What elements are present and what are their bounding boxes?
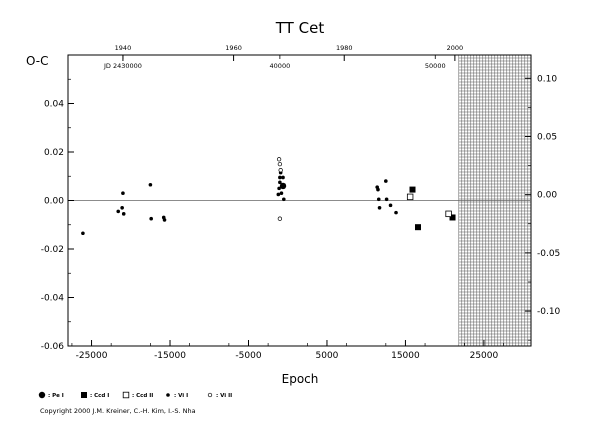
data-point (277, 161, 283, 167)
data-point (279, 191, 284, 196)
legend-label: : Pe I (48, 393, 64, 399)
data-point (282, 197, 286, 202)
y-tick-label: -0.02 (41, 245, 64, 255)
data-point (279, 182, 287, 190)
data-point (384, 197, 389, 202)
x-tick-label: -5000 (235, 351, 261, 361)
data-point (278, 180, 282, 185)
data-point (277, 216, 283, 221)
year-label: 1940 (115, 44, 132, 52)
legend-label: : Vi II (216, 393, 232, 399)
y2-tick-label: 0.10 (537, 74, 557, 84)
legend-label: : Ccd II (132, 393, 153, 399)
year-label: 2000 (447, 44, 464, 52)
jd-label: JD 2430000 (103, 62, 142, 70)
y2-tick-label: 0.05 (537, 132, 557, 142)
x-tick-label: -25000 (76, 351, 108, 361)
data-point (162, 218, 167, 222)
y-axis-title: O-C (26, 54, 49, 68)
data-point (121, 191, 125, 196)
year-label: 1960 (225, 44, 242, 52)
legend-marker (38, 391, 46, 399)
data-point (278, 168, 283, 173)
y2-tick-label: -0.10 (537, 307, 561, 317)
x-tick-label: 5000 (316, 351, 339, 361)
x-tick-label: 15000 (391, 351, 420, 361)
y-tick-label: -0.06 (41, 342, 65, 352)
data-point (384, 179, 388, 183)
data-point (409, 186, 416, 193)
data-point (149, 216, 153, 221)
jd-label: 40000 (270, 62, 291, 70)
data-point (277, 186, 281, 191)
x-tick-label: 25000 (470, 351, 499, 361)
data-point (121, 212, 126, 216)
data-point (388, 203, 393, 208)
data-point (276, 192, 281, 197)
data-point (81, 231, 85, 236)
year-label: 1980 (336, 44, 353, 52)
legend-marker (166, 393, 170, 397)
data-point (414, 224, 421, 231)
data-point (449, 214, 456, 221)
chart-title: TT Cet (275, 19, 325, 37)
data-point (377, 205, 382, 210)
data-point (281, 175, 285, 180)
y-tick-label: 0.00 (44, 197, 64, 207)
data-point (376, 197, 381, 202)
y2-tick-label: 0.00 (537, 191, 557, 201)
data-point (445, 210, 452, 218)
jd-label: 50000 (425, 62, 446, 70)
legend-marker (207, 392, 213, 398)
copyright-text: Copyright 2000 J.M. Kreiner, C.-H. Kim, … (40, 407, 196, 415)
y-tick-label: -0.04 (41, 294, 65, 304)
data-point (376, 187, 380, 192)
data-point (406, 193, 414, 201)
legend-marker (122, 391, 130, 399)
legend-label: : Vi I (174, 393, 188, 399)
y-tick-label: 0.02 (44, 148, 64, 158)
x-axis-title: Epoch (282, 372, 319, 386)
data-point (276, 157, 282, 162)
data-point (120, 205, 124, 210)
data-point (148, 182, 153, 187)
legend-marker (81, 392, 87, 398)
legend-label: : Ccd I (90, 393, 109, 399)
data-point (116, 209, 121, 214)
x-tick-label: -15000 (154, 351, 186, 361)
data-point (394, 210, 398, 215)
data-point (278, 175, 282, 180)
y2-tick-label: -0.05 (537, 249, 560, 259)
y-tick-label: 0.04 (44, 100, 64, 110)
